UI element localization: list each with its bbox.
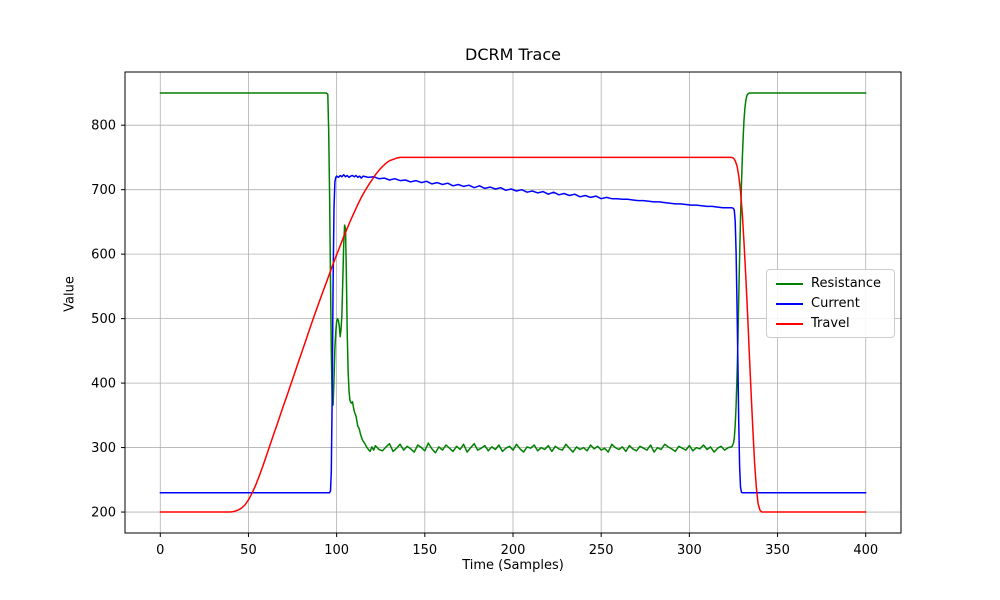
legend-entry-resistance: Resistance [776,276,890,291]
y-tick-label: 300 [91,441,116,456]
legend-entry-current: Current [776,296,890,311]
legend-label-resistance: Resistance [811,276,882,291]
x-tick-label: 0 [156,543,164,558]
y-tick-label: 700 [91,183,116,198]
y-tick-label: 800 [91,119,116,134]
x-tick-label: 100 [324,543,349,558]
x-tick-label: 350 [765,543,790,558]
x-tick-labels: 0 50 100 150 200 250 300 350 400 [156,543,878,558]
y-tick-label: 500 [91,312,116,327]
y-axis-label: Value [62,276,78,312]
series-line-resistance [159,92,867,454]
series-line-travel [159,156,867,513]
legend-line-sample-travel [776,322,803,325]
legend-label-current: Current [811,296,860,311]
series-line-current [159,174,867,494]
x-tick-label: 50 [240,543,257,558]
legend-label-travel: Travel [811,316,850,331]
legend: Resistance Current Travel [766,269,895,338]
legend-line-sample-current [776,302,803,305]
x-tick-label: 250 [589,543,614,558]
x-tick-label: 150 [412,543,437,558]
series-lines [159,92,867,513]
x-tick-label: 200 [501,543,526,558]
x-tick-label: 300 [677,543,702,558]
tick-marks [121,124,867,537]
x-axis-label: Time (Samples) [462,558,564,573]
y-tick-label: 600 [91,248,116,263]
legend-line-sample-resistance [776,282,803,285]
legend-entry-travel: Travel [776,316,890,331]
x-tick-label: 400 [853,543,878,558]
y-tick-label: 200 [91,506,116,521]
chart-title: DCRM Trace [465,45,561,64]
y-tick-labels: 200 300 400 500 600 700 800 [91,119,116,521]
y-tick-label: 400 [91,377,116,392]
